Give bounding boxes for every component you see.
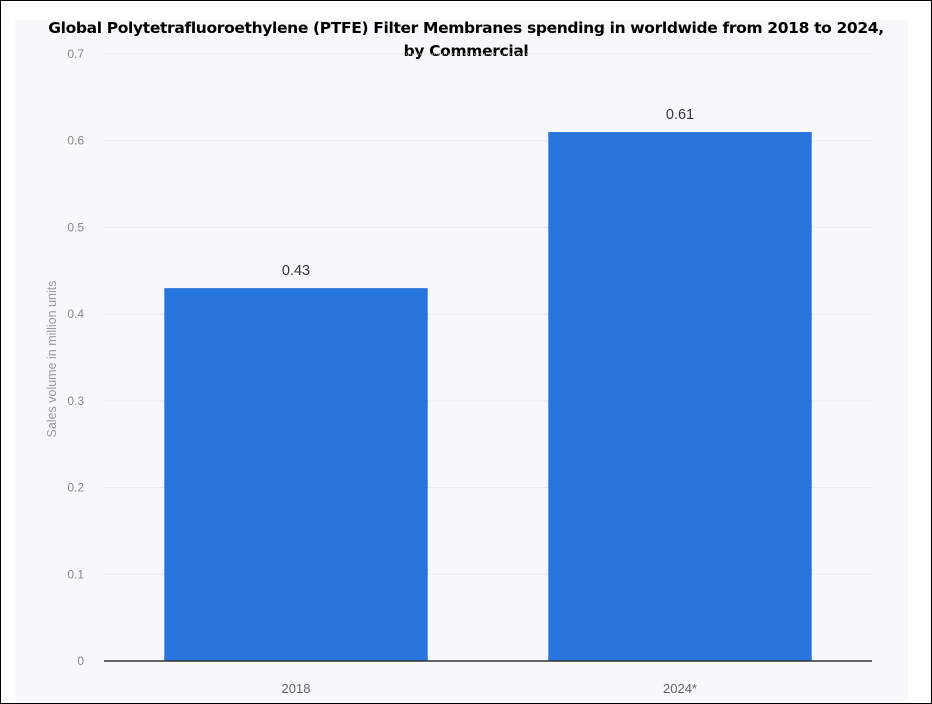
y-tick-label: 0.7: [67, 47, 84, 61]
y-tick-label: 0.5: [67, 220, 84, 234]
data-labels: 0.43 0.61: [282, 107, 694, 279]
y-tick-label: 0.1: [67, 567, 84, 581]
x-tick-label: 2018: [282, 681, 311, 696]
x-axis-ticks: 2018 2024*: [282, 681, 697, 696]
bar-2018: [164, 288, 428, 661]
chart-subtitle: by Commercial: [403, 42, 529, 60]
y-tick-label: 0.4: [67, 307, 84, 321]
y-tick-label: 0.6: [67, 134, 84, 148]
chart-title: Global Polytetrafluoroethylene (PTFE) Fi…: [0, 17, 932, 63]
data-label: 0.43: [282, 263, 310, 279]
x-tick-label: 2024*: [663, 681, 697, 696]
y-tick-label: 0.3: [67, 394, 84, 408]
data-label: 0.61: [666, 107, 694, 123]
chart-title-line-1: Global Polytetrafluoroethylene (PTFE) Fi…: [48, 19, 884, 37]
bars: [164, 132, 812, 662]
bar-2024: [548, 132, 812, 662]
y-axis-label: Sales volume in million units: [45, 280, 59, 437]
y-tick-label: 0.2: [67, 481, 84, 495]
y-tick-label: 0: [77, 654, 84, 668]
y-axis-ticks: 0 0.1 0.2 0.3 0.4 0.5 0.6 0.7: [67, 47, 84, 668]
